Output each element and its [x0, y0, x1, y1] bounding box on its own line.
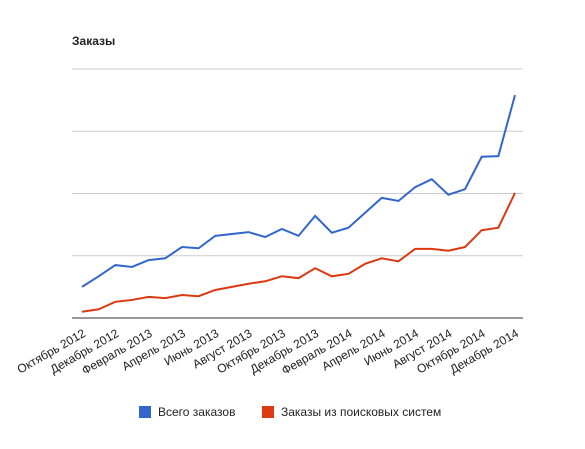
line-series: [81, 192, 516, 313]
chart-title: Заказы: [72, 34, 115, 48]
legend-label: Заказы из поисковых систем: [281, 405, 441, 419]
legend-label: Всего заказов: [158, 405, 235, 419]
legend-swatch: [262, 406, 274, 418]
line-series: [81, 94, 516, 288]
legend-swatch: [139, 406, 151, 418]
